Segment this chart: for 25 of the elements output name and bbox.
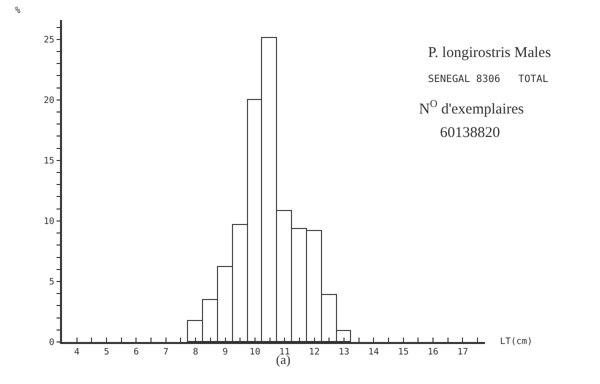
y-axis-title: % [15, 6, 21, 16]
x-tick-label: 16 [428, 348, 438, 358]
x-tick-label: 8 [192, 348, 198, 358]
x-tick-label: 15 [398, 348, 409, 358]
y-tick-label: 15 [44, 156, 54, 167]
x-axis-title: LT(cm) [500, 337, 533, 347]
x-tick-label: 12 [308, 348, 320, 358]
x-tick-label: 5 [104, 348, 110, 358]
x-tick-label: 9 [222, 348, 228, 358]
x-tick-label: 6 [134, 348, 139, 358]
x-tick-label: 10 [250, 348, 260, 358]
x-tick-label: 4 [74, 348, 80, 358]
annotation: N$^{O}$ d'exemplaires [419, 99, 524, 118]
y-tick-label: 5 [49, 278, 54, 288]
y-tick-label: 0 [49, 338, 54, 348]
annotation: P. longirostris Males [428, 45, 552, 61]
y-tick-label: 25 [44, 36, 54, 46]
annotation: 60138820 [440, 125, 500, 141]
x-tick-label: 14 [368, 348, 380, 358]
x-tick-label: 7 [163, 348, 169, 358]
x-tick-label: 13 [338, 348, 350, 358]
x-tick-label: 17 [457, 348, 468, 358]
y-tick-label: 10 [44, 217, 54, 228]
annotation: SENEGAL 8306 TOTAL [428, 74, 548, 85]
y-tick-label: 20 [44, 96, 54, 106]
